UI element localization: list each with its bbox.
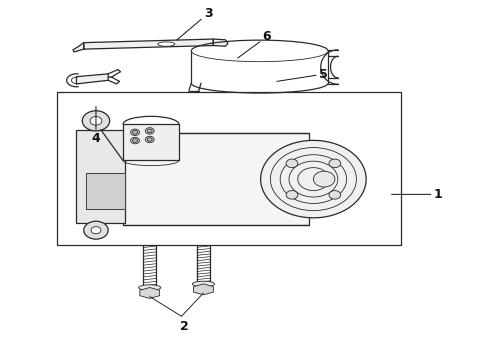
- Circle shape: [146, 136, 154, 143]
- Bar: [123, 125, 179, 160]
- Circle shape: [133, 139, 138, 142]
- Circle shape: [147, 129, 152, 133]
- Circle shape: [131, 137, 140, 144]
- Bar: [123, 134, 309, 225]
- Circle shape: [90, 117, 102, 125]
- Circle shape: [131, 129, 140, 135]
- Circle shape: [84, 221, 108, 239]
- Polygon shape: [76, 74, 108, 84]
- Circle shape: [329, 159, 341, 168]
- Polygon shape: [213, 39, 228, 46]
- Polygon shape: [84, 39, 213, 49]
- Polygon shape: [140, 288, 160, 298]
- Polygon shape: [73, 42, 84, 52]
- Circle shape: [329, 190, 341, 199]
- Polygon shape: [57, 92, 401, 244]
- Circle shape: [147, 138, 152, 141]
- Circle shape: [146, 128, 154, 134]
- Ellipse shape: [139, 285, 161, 291]
- Circle shape: [286, 159, 298, 168]
- Circle shape: [261, 140, 366, 218]
- Text: 2: 2: [179, 320, 188, 333]
- Circle shape: [91, 226, 101, 234]
- Ellipse shape: [193, 281, 215, 287]
- Circle shape: [314, 171, 335, 187]
- Ellipse shape: [158, 42, 175, 46]
- Text: 6: 6: [238, 30, 271, 58]
- Polygon shape: [194, 284, 213, 295]
- Circle shape: [286, 190, 298, 199]
- Bar: [76, 130, 125, 223]
- Text: 5: 5: [277, 68, 327, 81]
- Text: 1: 1: [392, 188, 442, 201]
- Circle shape: [133, 131, 138, 134]
- Circle shape: [82, 111, 110, 131]
- Text: 3: 3: [176, 7, 213, 40]
- Text: 4: 4: [92, 107, 100, 145]
- Polygon shape: [86, 173, 125, 209]
